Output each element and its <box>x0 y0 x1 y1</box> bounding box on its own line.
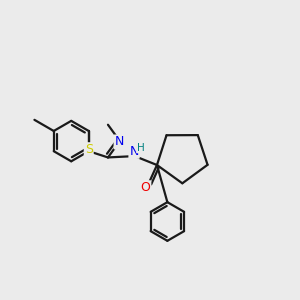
Text: N: N <box>129 145 139 158</box>
Text: S: S <box>85 143 93 156</box>
Text: H: H <box>137 143 145 153</box>
Text: N: N <box>115 136 124 148</box>
Text: O: O <box>140 181 150 194</box>
